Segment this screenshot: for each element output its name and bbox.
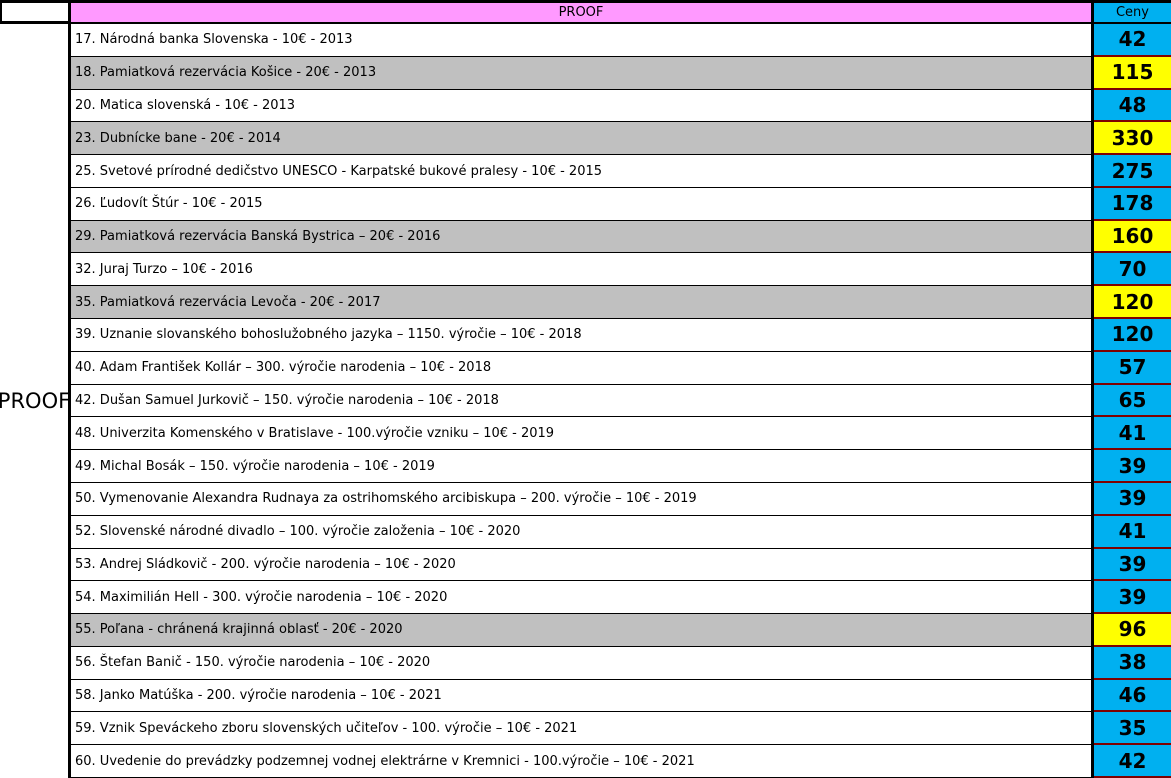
table-row: 42. Dušan Samuel Jurkovič – 150. výročie… <box>71 384 1171 418</box>
coin-price-cell[interactable]: 46 <box>1094 679 1171 713</box>
coin-price-cell[interactable]: 120 <box>1094 286 1171 320</box>
coin-price-cell[interactable]: 38 <box>1094 646 1171 680</box>
coin-price-cell[interactable]: 42 <box>1094 24 1171 57</box>
table-row: 17. Národná banka Slovenska - 10€ - 2013… <box>71 24 1171 57</box>
coin-price-cell[interactable]: 39 <box>1094 581 1171 615</box>
coin-description-cell[interactable]: 25. Svetové prírodné dedičstvo UNESCO - … <box>71 155 1094 188</box>
table-row: 54. Maximilián Hell - 300. výročie narod… <box>71 581 1171 615</box>
coin-description-cell[interactable]: 53. Andrej Sládkovič - 200. výročie naro… <box>71 548 1094 582</box>
left-panel: PROOF <box>0 3 71 778</box>
column-header-ceny[interactable]: Ceny <box>1094 3 1171 24</box>
table-row: 49. Michal Bosák – 150. výročie narodeni… <box>71 450 1171 483</box>
coin-description-cell[interactable]: 55. Poľana - chránená krajinná oblasť - … <box>71 614 1094 647</box>
table-row: 60. Uvedenie do prevádzky podzemnej vodn… <box>71 745 1171 778</box>
coin-price-cell[interactable]: 42 <box>1094 745 1171 778</box>
side-label: PROOF <box>0 389 71 413</box>
coin-description-cell[interactable]: 48. Univerzita Komenského v Bratislave -… <box>71 417 1094 451</box>
table-row: 25. Svetové prírodné dedičstvo UNESCO - … <box>71 155 1171 188</box>
coin-description-cell[interactable]: 17. Národná banka Slovenska - 10€ - 2013 <box>71 24 1094 57</box>
coin-description-cell[interactable]: 56. Štefan Banič - 150. výročie narodeni… <box>71 646 1094 680</box>
table-row: 39. Uznanie slovanského bohoslužobného j… <box>71 319 1171 352</box>
column-header-proof[interactable]: PROOF <box>71 3 1094 24</box>
coin-price-cell[interactable]: 39 <box>1094 482 1171 516</box>
coin-description-cell[interactable]: 54. Maximilián Hell - 300. výročie narod… <box>71 581 1094 615</box>
coin-price-cell[interactable]: 330 <box>1094 122 1171 156</box>
coin-description-cell[interactable]: 50. Vymenovanie Alexandra Rudnaya za ost… <box>71 482 1094 516</box>
coin-description-cell[interactable]: 20. Matica slovenská - 10€ - 2013 <box>71 89 1094 123</box>
coin-description-cell[interactable]: 59. Vznik Speváckeho zboru slovenských u… <box>71 712 1094 746</box>
coin-description-cell[interactable]: 26. Ľudovít Štúr - 10€ - 2015 <box>71 187 1094 221</box>
table-row: 35. Pamiatková rezervácia Levoča - 20€ -… <box>71 286 1171 320</box>
coin-price-cell[interactable]: 275 <box>1094 155 1171 188</box>
coin-price-cell[interactable]: 39 <box>1094 450 1171 483</box>
corner-cell[interactable] <box>0 3 68 24</box>
coin-description-cell[interactable]: 39. Uznanie slovanského bohoslužobného j… <box>71 319 1094 352</box>
coin-description-cell[interactable]: 52. Slovenské národné divadlo – 100. výr… <box>71 515 1094 549</box>
coin-description-cell[interactable]: 35. Pamiatková rezervácia Levoča - 20€ -… <box>71 286 1094 320</box>
coin-price-cell[interactable]: 96 <box>1094 614 1171 647</box>
coin-price-cell[interactable]: 41 <box>1094 515 1171 549</box>
table-row: 59. Vznik Speváckeho zboru slovenských u… <box>71 712 1171 746</box>
coin-description-cell[interactable]: 58. Janko Matúška - 200. výročie naroden… <box>71 679 1094 713</box>
coin-price-cell[interactable]: 41 <box>1094 417 1171 451</box>
table-body: 17. Národná banka Slovenska - 10€ - 2013… <box>71 24 1171 778</box>
coin-price-cell[interactable]: 115 <box>1094 56 1171 90</box>
table-row: 18. Pamiatková rezervácia Košice - 20€ -… <box>71 56 1171 90</box>
coin-price-cell[interactable]: 178 <box>1094 187 1171 221</box>
coin-price-cell[interactable]: 35 <box>1094 712 1171 746</box>
table-row: 23. Dubnícke bane - 20€ - 2014 330 <box>71 122 1171 156</box>
table-row: 55. Poľana - chránená krajinná oblasť - … <box>71 614 1171 647</box>
coin-description-cell[interactable]: 18. Pamiatková rezervácia Košice - 20€ -… <box>71 56 1094 90</box>
table-row: 56. Štefan Banič - 150. výročie narodeni… <box>71 646 1171 680</box>
table-row: 50. Vymenovanie Alexandra Rudnaya za ost… <box>71 482 1171 516</box>
table-main: PROOF Ceny 17. Národná banka Slovenska -… <box>71 3 1171 778</box>
coin-description-cell[interactable]: 32. Juraj Turzo – 10€ - 2016 <box>71 253 1094 287</box>
coin-description-cell[interactable]: 40. Adam František Kollár – 300. výročie… <box>71 351 1094 385</box>
table-row: 52. Slovenské národné divadlo – 100. výr… <box>71 515 1171 549</box>
coin-description-cell[interactable]: 23. Dubnícke bane - 20€ - 2014 <box>71 122 1094 156</box>
table-header-row: PROOF Ceny <box>71 3 1171 24</box>
coin-description-cell[interactable]: 42. Dušan Samuel Jurkovič – 150. výročie… <box>71 384 1094 418</box>
table-row: 53. Andrej Sládkovič - 200. výročie naro… <box>71 548 1171 582</box>
coin-price-cell[interactable]: 120 <box>1094 319 1171 352</box>
coin-price-cell[interactable]: 70 <box>1094 253 1171 287</box>
coin-description-cell[interactable]: 60. Uvedenie do prevádzky podzemnej vodn… <box>71 745 1094 778</box>
table-row: 20. Matica slovenská - 10€ - 2013 48 <box>71 89 1171 123</box>
coin-description-cell[interactable]: 49. Michal Bosák – 150. výročie narodeni… <box>71 450 1094 483</box>
table-row: 32. Juraj Turzo – 10€ - 2016 70 <box>71 253 1171 287</box>
coin-price-cell[interactable]: 160 <box>1094 220 1171 254</box>
table-row: 29. Pamiatková rezervácia Banská Bystric… <box>71 220 1171 254</box>
table-row: 26. Ľudovít Štúr - 10€ - 2015 178 <box>71 187 1171 221</box>
table-row: 58. Janko Matúška - 200. výročie naroden… <box>71 679 1171 713</box>
coin-price-cell[interactable]: 39 <box>1094 548 1171 582</box>
coin-price-cell[interactable]: 65 <box>1094 384 1171 418</box>
coin-price-cell[interactable]: 48 <box>1094 89 1171 123</box>
coin-price-cell[interactable]: 57 <box>1094 351 1171 385</box>
table-row: 40. Adam František Kollár – 300. výročie… <box>71 351 1171 385</box>
coin-description-cell[interactable]: 29. Pamiatková rezervácia Banská Bystric… <box>71 220 1094 254</box>
table-row: 48. Univerzita Komenského v Bratislave -… <box>71 417 1171 451</box>
